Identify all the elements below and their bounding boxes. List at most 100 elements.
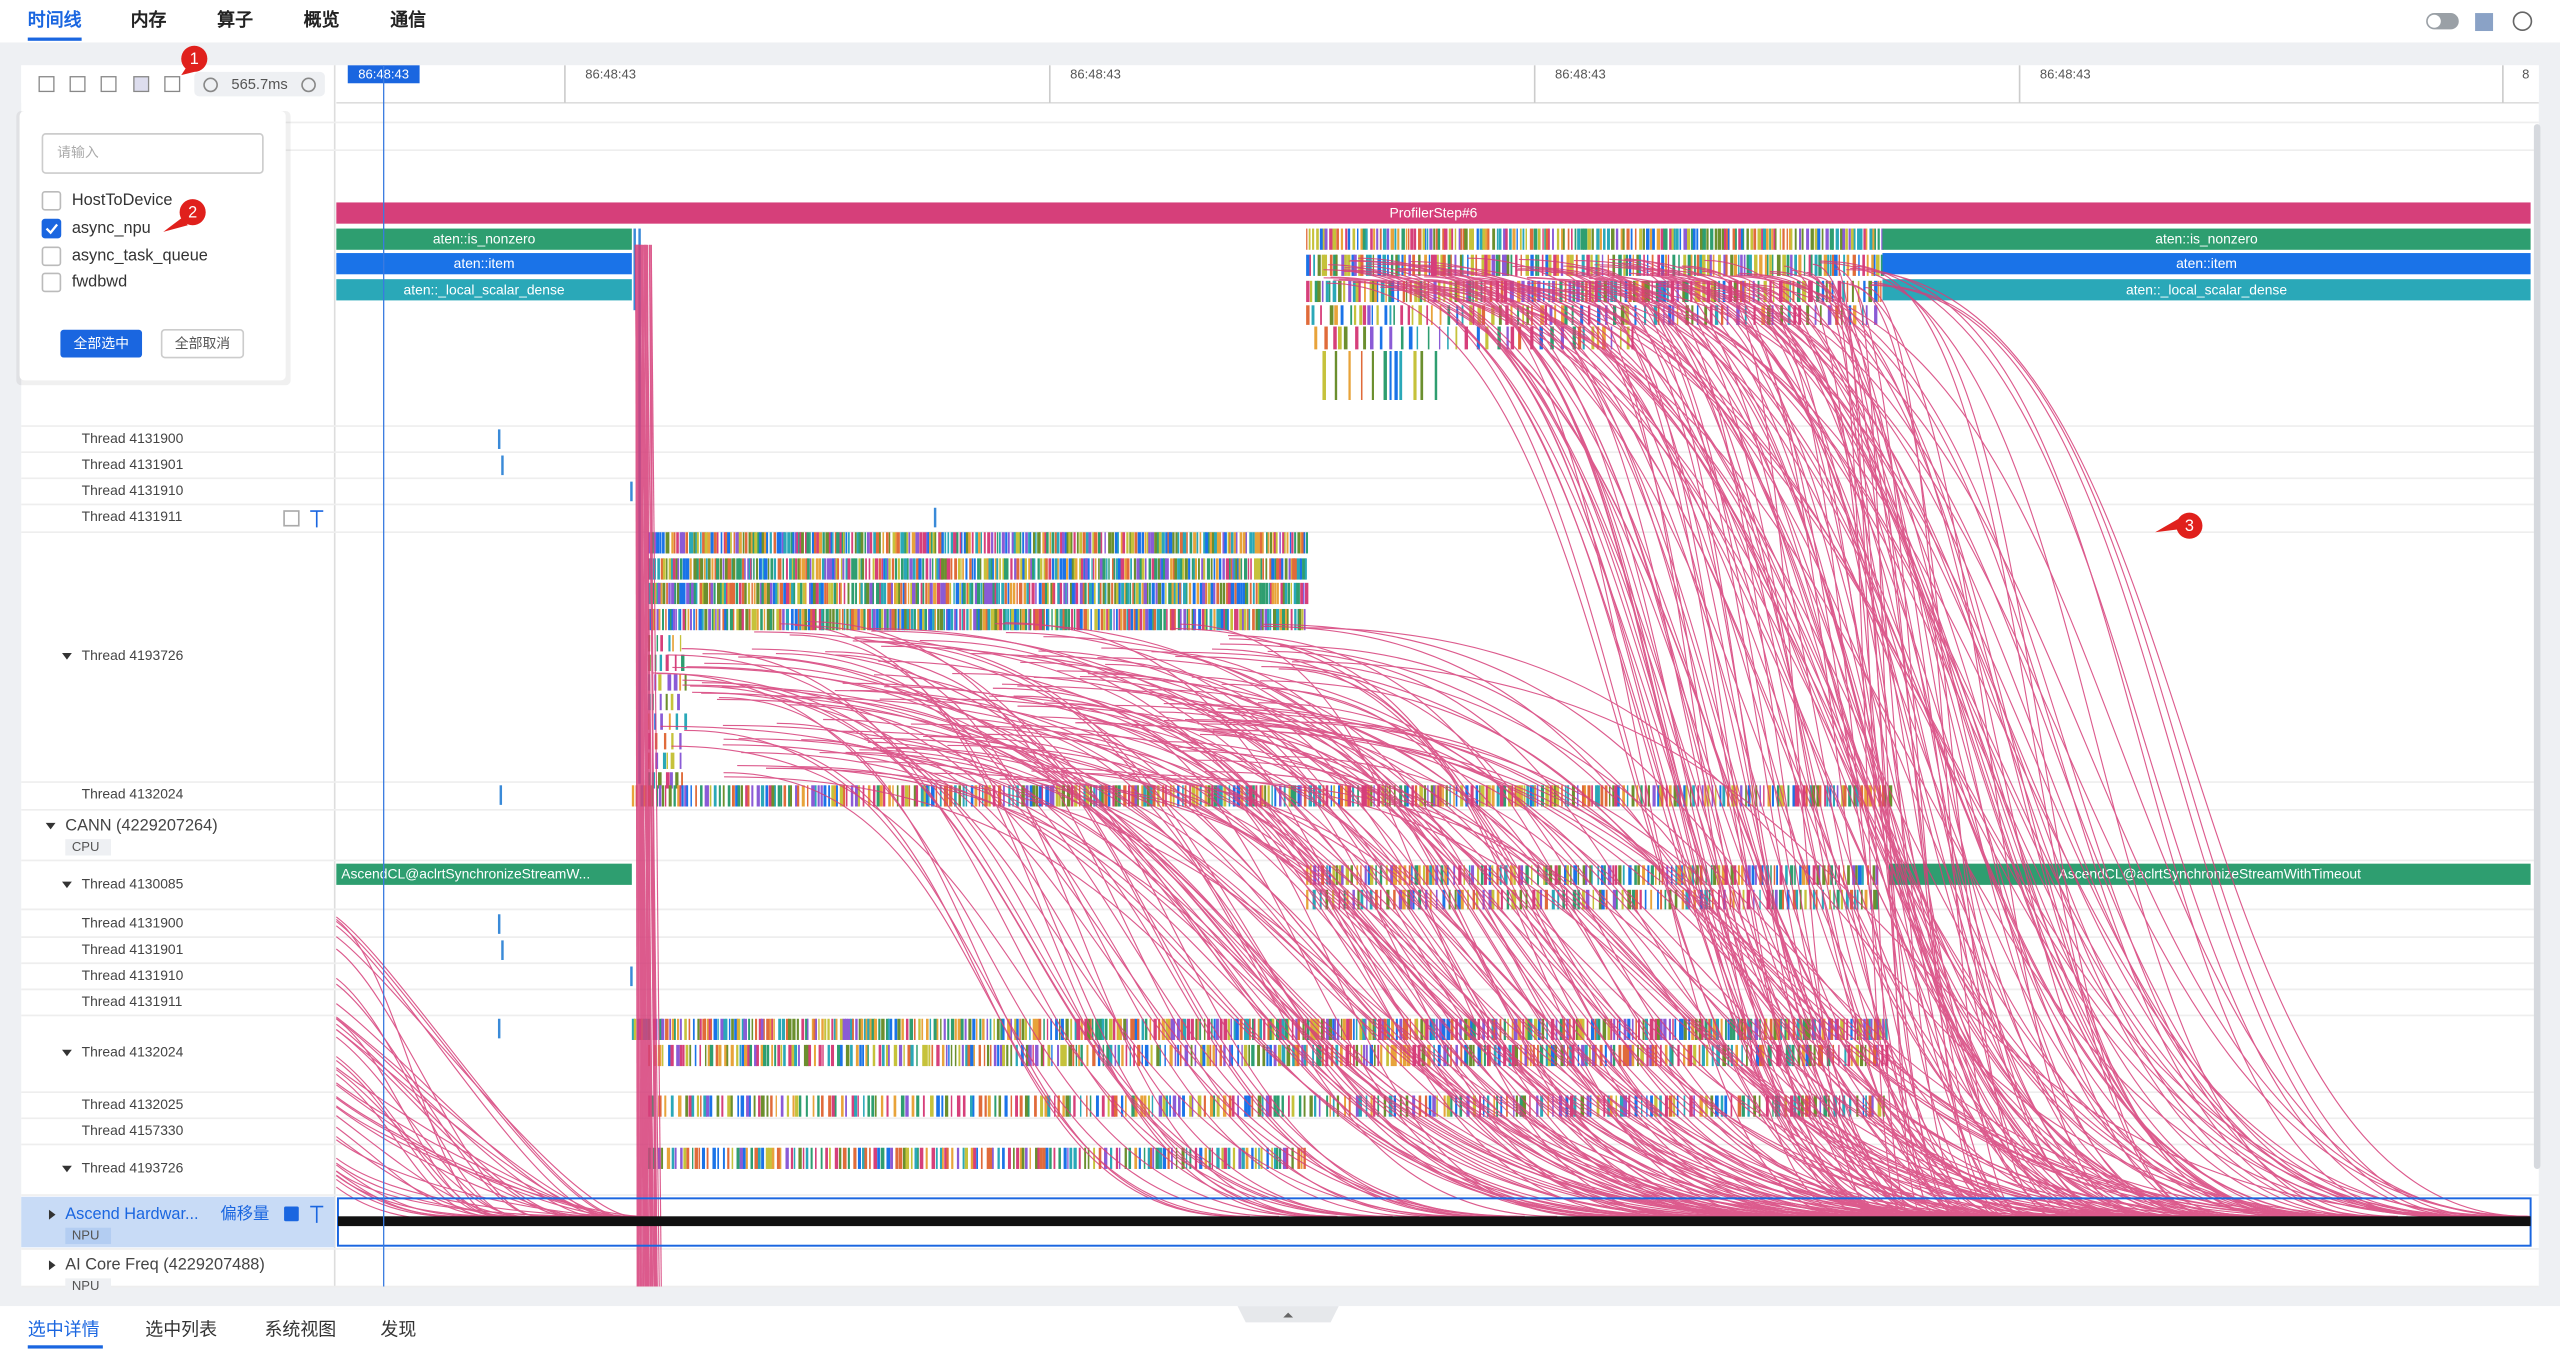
slice[interactable]: [1882, 228, 2531, 250]
event-slice: [1111, 532, 1115, 554]
slice[interactable]: [336, 863, 632, 885]
slice[interactable]: [336, 253, 632, 275]
slice[interactable]: [1888, 863, 2531, 885]
event-slice: [1697, 280, 1701, 303]
event-slice: [1267, 1018, 1270, 1040]
event-slice: [1814, 1018, 1816, 1040]
flow-arrow: [1526, 282, 2502, 1217]
event-slice: [1143, 608, 1146, 631]
event-slice: [973, 1044, 975, 1067]
event-slice: [1206, 558, 1210, 580]
deselect-all-button[interactable]: [160, 328, 245, 359]
event-slice: [1359, 1018, 1364, 1040]
zoom-in[interactable]: [301, 77, 316, 93]
toolbar-icon[interactable]: [100, 76, 117, 93]
option-checkbox[interactable]: [41, 246, 62, 267]
flow-arrow: [989, 695, 1714, 1217]
slice[interactable]: [336, 202, 2531, 224]
event-slice: [1774, 889, 1778, 910]
toolbar-icon[interactable]: [164, 76, 181, 93]
event-slice: [721, 1095, 724, 1117]
event-slice: [1262, 1044, 1266, 1067]
bottom-tab[interactable]: 选中列表: [145, 1319, 217, 1339]
event-slice: [1205, 582, 1207, 605]
bottom-tab[interactable]: 选中详情: [28, 1319, 100, 1339]
collapse-arrow[interactable]: [48, 1209, 56, 1220]
main-tab[interactable]: 时间线: [28, 9, 82, 30]
zoom-out[interactable]: [203, 77, 218, 93]
event-slice: [738, 532, 742, 554]
event-slice: [931, 1147, 936, 1169]
option-checkbox[interactable]: [41, 218, 62, 239]
event-slice: [918, 1018, 921, 1040]
expand-arrow[interactable]: [62, 653, 72, 660]
main-tab[interactable]: 通信: [390, 9, 426, 30]
event-slice: [1750, 228, 1754, 250]
event-slice: [1755, 865, 1757, 885]
track-checkbox[interactable]: [284, 1206, 299, 1222]
event-slice: [852, 1018, 854, 1040]
main-tab[interactable]: 概览: [304, 9, 340, 30]
select-all-button[interactable]: [60, 329, 143, 358]
event-slice: [785, 1018, 790, 1040]
filter-input[interactable]: [41, 133, 264, 174]
event-slice: [1340, 785, 1344, 807]
event-slice: [1016, 582, 1018, 605]
toolbar-icon[interactable]: [38, 76, 55, 93]
slice[interactable]: [1882, 253, 2531, 275]
event-slice: [796, 1018, 799, 1040]
event-slice: [1349, 1018, 1353, 1040]
track-label: Thread 4130085: [82, 876, 184, 892]
offset-tag[interactable]: 偏移量: [220, 1205, 269, 1223]
event-slice: [1773, 865, 1776, 885]
collapse-arrow[interactable]: [48, 1260, 56, 1271]
event-slice: [1432, 1095, 1436, 1117]
event-slice: [842, 1018, 846, 1040]
lang-icon[interactable]: [2475, 13, 2494, 32]
expand-arrow[interactable]: [62, 1165, 72, 1173]
main-tab[interactable]: 算子: [217, 9, 253, 30]
bottom-tab[interactable]: 系统视图: [264, 1319, 336, 1339]
event-slice: [1435, 889, 1438, 910]
option-label[interactable]: async_task_queue: [72, 247, 208, 265]
option-checkbox[interactable]: [41, 191, 62, 211]
event-slice: [1211, 1147, 1214, 1169]
pin-icon[interactable]: [310, 1205, 324, 1223]
expand-arrow[interactable]: [62, 1049, 72, 1057]
event-slice: [1332, 1018, 1336, 1040]
option-label[interactable]: fwdbwd: [72, 273, 127, 291]
expand-arrow[interactable]: [45, 822, 56, 830]
pin-icon[interactable]: [310, 510, 324, 528]
panel-arrow[interactable]: [1283, 1312, 1294, 1318]
option-label[interactable]: async_npu: [72, 219, 151, 237]
event-slice: [1729, 1018, 1733, 1040]
event-slice: [1374, 280, 1378, 303]
slice[interactable]: [336, 228, 632, 250]
track-checkbox[interactable]: [283, 510, 300, 527]
event-slice: [791, 582, 795, 605]
slice[interactable]: [1882, 279, 2531, 301]
event-slice: [1329, 305, 1334, 325]
slice[interactable]: [336, 279, 632, 301]
flow-arrow: [1537, 289, 1876, 1217]
event-slice: [745, 608, 749, 631]
help-icon[interactable]: [2512, 11, 2533, 32]
event-slice: [1288, 558, 1291, 580]
event-slice: [966, 608, 969, 631]
event-slice: [1242, 608, 1246, 631]
flow-arrow: [835, 730, 2005, 1217]
option-label[interactable]: HostToDevice: [72, 191, 173, 209]
event-slice: [760, 785, 765, 807]
event-slice: [1732, 1018, 1736, 1040]
event-slice: [1503, 228, 1507, 250]
toolbar-icon[interactable]: [133, 76, 150, 93]
event-slice: [1394, 1044, 1397, 1067]
main-tab[interactable]: 内存: [131, 9, 167, 30]
event-slice: [1418, 889, 1422, 910]
expand-arrow[interactable]: [62, 881, 72, 889]
option-checkbox[interactable]: [41, 272, 62, 293]
event-slice: [1303, 785, 1307, 807]
event-slice: [1344, 1095, 1347, 1117]
bottom-tab[interactable]: 发现: [380, 1319, 416, 1339]
toolbar-icon[interactable]: [69, 76, 86, 93]
